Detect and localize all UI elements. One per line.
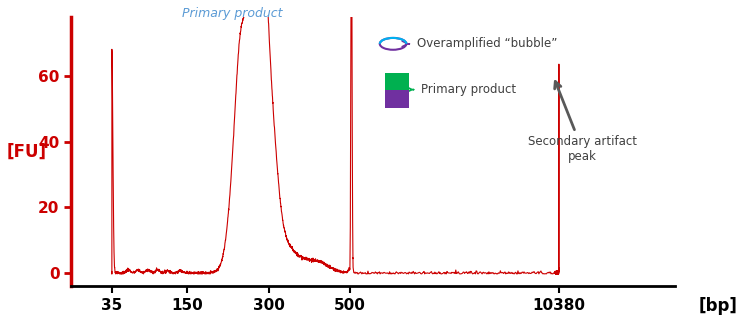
FancyBboxPatch shape xyxy=(385,90,409,108)
Text: Overamplified “bubble”: Overamplified “bubble” xyxy=(418,37,557,50)
FancyBboxPatch shape xyxy=(385,74,409,92)
Text: [bp]: [bp] xyxy=(698,297,737,315)
Text: Primary product: Primary product xyxy=(181,7,282,20)
Y-axis label: [FU]: [FU] xyxy=(7,142,47,161)
Text: Secondary artifact
peak: Secondary artifact peak xyxy=(528,82,637,163)
Text: Primary product: Primary product xyxy=(421,83,516,96)
